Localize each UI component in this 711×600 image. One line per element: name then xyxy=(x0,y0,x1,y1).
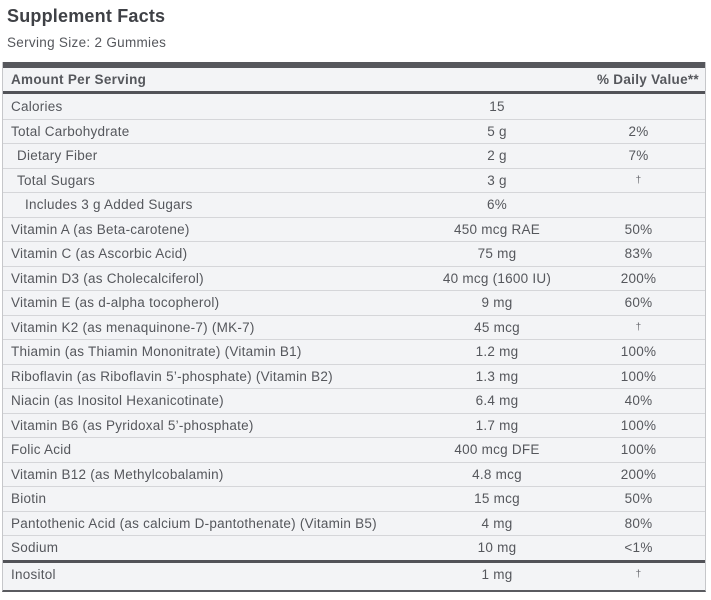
daily-value-header: % Daily Value** xyxy=(596,72,699,87)
table-row: Vitamin C (as Ascorbic Acid) 75 mg 83% xyxy=(3,241,705,266)
nutrient-amount: 40 mcg (1600 IU) xyxy=(442,270,552,286)
nutrient-amount: 1.3 mg xyxy=(475,368,519,384)
nutrient-daily-value: 100% xyxy=(620,368,657,384)
table-body: Calories 15 Total Carbohydrate 5 g 2% Dietary… xyxy=(3,94,705,590)
nutrient-daily-value: 100% xyxy=(620,417,657,433)
nutrient-daily-value: † xyxy=(572,320,705,335)
nutrient-daily-value: <1% xyxy=(624,540,653,556)
nutrient-amount: 15 mcg xyxy=(474,491,520,507)
nutrient-amount: 45 mcg xyxy=(474,319,520,335)
serving-size-text: Serving Size: 2 Gummies xyxy=(7,35,167,50)
table-row: Vitamin E (as d-alpha tocopherol) 9 mg 60% xyxy=(3,290,705,315)
nutrient-daily-value: 50% xyxy=(624,221,653,237)
nutrient-daily-value: 2% xyxy=(628,123,649,139)
nutrient-daily-value: 40% xyxy=(624,393,653,409)
dagger-footnote-mark: † xyxy=(635,568,642,580)
table-top-bar xyxy=(3,62,705,68)
nutrient-amount: 2 g xyxy=(487,148,507,164)
nutrient-name: Thiamin (as Thiamin Mononitrate) (Vitami… xyxy=(11,344,302,360)
nutrient-name: Vitamin B12 (as Methylcobalamin) xyxy=(11,466,224,482)
nutrient-name: Vitamin D3 (as Cholecalciferol) xyxy=(11,270,204,286)
nutrient-daily-value: 200% xyxy=(620,466,657,482)
nutrient-daily-value: 80% xyxy=(624,515,653,531)
nutrient-name: Vitamin C (as Ascorbic Acid) xyxy=(11,246,188,262)
supplement-facts-table: Amount Per Serving % Daily Value** Calor… xyxy=(2,62,706,592)
nutrient-name: Vitamin B6 (as Pyridoxal 5’-phosphate) xyxy=(11,417,254,433)
table-row: Vitamin B12 (as Methylcobalamin) 4.8 mcg 2… xyxy=(3,461,705,486)
nutrient-amount: 1.2 mg xyxy=(475,344,519,360)
nutrient-daily-value: † xyxy=(572,173,705,188)
nutrient-daily-value: 50% xyxy=(624,491,653,507)
nutrient-name: Niacin (as Inositol Hexanicotinate) xyxy=(11,393,224,409)
nutrient-amount: 1.7 mg xyxy=(475,417,519,433)
nutrient-amount: 4 mg xyxy=(481,515,513,531)
table-row: Vitamin K2 (as menaquinone-7) (MK-7) 45 m… xyxy=(3,314,705,339)
nutrient-amount: 10 mg xyxy=(477,540,517,556)
nutrient-daily-value: 60% xyxy=(624,295,653,311)
nutrient-amount: 6.4 mg xyxy=(475,393,519,409)
table-row: Riboflavin (as Riboflavin 5’-phosphate) … xyxy=(3,363,705,388)
table-header-row: Amount Per Serving % Daily Value** xyxy=(3,68,705,94)
nutrient-name: Total Sugars xyxy=(17,172,96,188)
nutrient-name: Riboflavin (as Riboflavin 5’-phosphate) … xyxy=(11,368,333,384)
nutrient-amount: 4.8 mcg xyxy=(472,466,522,482)
nutrient-daily-value: 83% xyxy=(624,246,653,262)
nutrient-amount: 6% xyxy=(486,197,507,213)
table-row: Vitamin D3 (as Cholecalciferol) 40 mcg (1… xyxy=(3,265,705,290)
nutrient-amount: 75 mg xyxy=(477,246,517,262)
nutrient-daily-value: 7% xyxy=(628,148,649,164)
nutrient-amount: 1 mg xyxy=(481,566,513,582)
nutrient-amount: 5 g xyxy=(487,123,507,139)
nutrient-name: Sodium xyxy=(11,540,59,556)
table-row: Sodium 10 mg <1% xyxy=(3,535,705,560)
nutrient-amount: 400 mcg DFE xyxy=(454,442,540,458)
nutrient-name: Inositol xyxy=(11,566,56,582)
nutrient-daily-value: † xyxy=(572,567,705,582)
table-row: Vitamin A (as Beta-carotene) 450 mcg RAE 5… xyxy=(3,216,705,241)
nutrient-amount: 15 xyxy=(489,98,505,114)
nutrient-name: Biotin xyxy=(11,491,47,507)
amount-per-serving-header: Amount Per Serving xyxy=(11,72,147,87)
nutrient-name: Calories xyxy=(11,98,63,114)
table-row: Folic Acid 400 mcg DFE 100% xyxy=(3,437,705,462)
nutrient-name: Folic Acid xyxy=(11,442,72,458)
nutrient-daily-value: 100% xyxy=(620,344,657,360)
dagger-footnote-mark: † xyxy=(635,321,642,333)
dagger-footnote-mark: † xyxy=(635,174,642,186)
nutrient-name: Vitamin A (as Beta-carotene) xyxy=(11,221,190,237)
table-row: Dietary Fiber 2 g 7% xyxy=(3,143,705,168)
nutrient-name: Dietary Fiber xyxy=(17,148,98,164)
table-row: Inositol 1 mg † xyxy=(3,559,705,590)
nutrient-amount: 9 mg xyxy=(481,295,513,311)
table-row: Vitamin B6 (as Pyridoxal 5’-phosphate) 1.… xyxy=(3,412,705,437)
table-row: Total Carbohydrate 5 g 2% xyxy=(3,118,705,143)
nutrient-daily-value: 200% xyxy=(620,270,657,286)
table-row: Calories 15 xyxy=(3,94,705,119)
table-row: Biotin 15 mcg 50% xyxy=(3,486,705,511)
nutrient-name: Total Carbohydrate xyxy=(11,123,130,139)
table-row: Thiamin (as Thiamin Mononitrate) (Vitami… xyxy=(3,339,705,364)
nutrient-daily-value: 100% xyxy=(620,442,657,458)
nutrient-name: Vitamin K2 (as menaquinone-7) (MK-7) xyxy=(11,319,255,335)
page-title: Supplement Facts xyxy=(7,6,166,26)
nutrient-name: Includes 3 g Added Sugars xyxy=(25,197,193,213)
table-row: Total Sugars 3 g † xyxy=(3,167,705,192)
nutrient-amount: 3 g xyxy=(487,172,507,188)
table-row: Includes 3 g Added Sugars 6% xyxy=(3,192,705,217)
nutrient-name: Vitamin E (as d-alpha tocopherol) xyxy=(11,295,220,311)
table-row: Niacin (as Inositol Hexanicotinate) 6.4 m… xyxy=(3,388,705,413)
table-row: Pantothenic Acid (as calcium D-pantothen… xyxy=(3,510,705,535)
nutrient-name: Pantothenic Acid (as calcium D-pantothen… xyxy=(11,515,377,531)
nutrient-amount: 450 mcg RAE xyxy=(453,221,541,237)
